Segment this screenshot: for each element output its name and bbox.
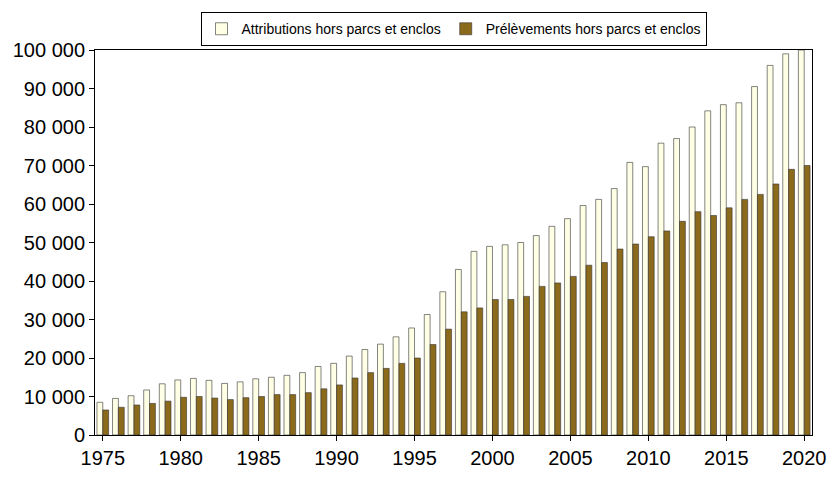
svg-text:1995: 1995 (392, 447, 437, 469)
svg-text:10 000: 10 000 (24, 386, 85, 408)
svg-text:1980: 1980 (158, 447, 203, 469)
svg-text:2015: 2015 (704, 447, 749, 469)
svg-text:2005: 2005 (548, 447, 593, 469)
svg-text:2010: 2010 (626, 447, 671, 469)
svg-text:1985: 1985 (236, 447, 281, 469)
svg-text:Attributions hors parcs et enc: Attributions hors parcs et enclos (242, 21, 441, 37)
svg-text:50 000: 50 000 (24, 232, 85, 254)
svg-text:60 000: 60 000 (24, 193, 85, 215)
svg-text:1990: 1990 (314, 447, 359, 469)
svg-text:30 000: 30 000 (24, 309, 85, 331)
svg-text:90 000: 90 000 (24, 78, 85, 100)
svg-text:70 000: 70 000 (24, 155, 85, 177)
svg-text:0: 0 (74, 424, 85, 446)
svg-text:1975: 1975 (81, 447, 126, 469)
svg-text:40 000: 40 000 (24, 270, 85, 292)
svg-text:Prélèvements hors parcs et enc: Prélèvements hors parcs et enclos (486, 21, 701, 37)
svg-text:20 000: 20 000 (24, 347, 85, 369)
svg-text:100 000: 100 000 (13, 39, 85, 61)
svg-text:80 000: 80 000 (24, 116, 85, 138)
svg-text:2020: 2020 (782, 447, 827, 469)
svg-text:2000: 2000 (470, 447, 514, 469)
